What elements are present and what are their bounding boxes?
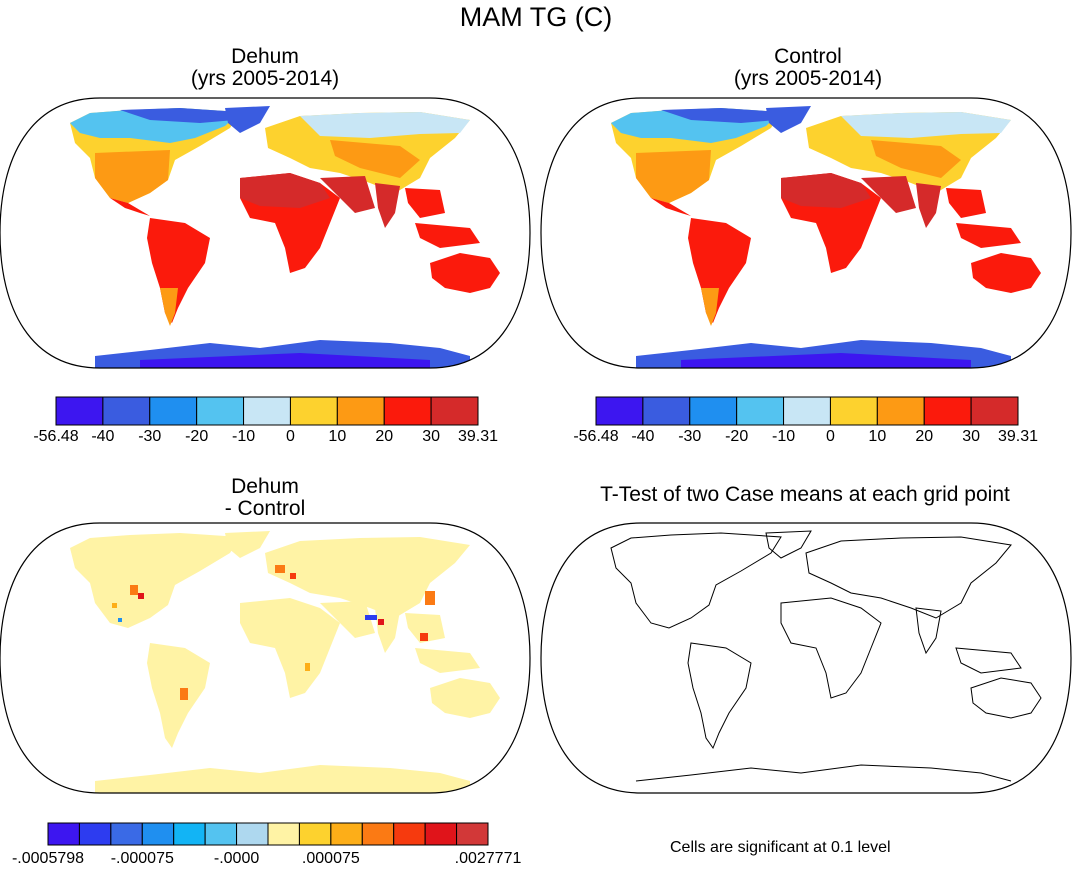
colorbar-tick-label: 10 — [868, 428, 887, 445]
map-ttest-border — [540, 522, 1072, 794]
colorbar-swatch — [424, 822, 458, 846]
colorbar-tick-label: -56.48 — [573, 428, 619, 445]
colorbar-tick-label: -.0000 — [213, 850, 260, 867]
colorbar-swatch — [970, 396, 1019, 426]
significance-note: Cells are significant at 0.1 level — [670, 839, 891, 856]
map-difference-fields — [0, 523, 530, 793]
colorbar-swatch — [430, 396, 479, 426]
panel-title-ttest: T-Test of two Case means at each grid po… — [600, 483, 1010, 506]
colorbar-tick-label: .000075 — [301, 850, 360, 867]
map-ttest — [540, 522, 1072, 794]
colorbar-tick-label: -10 — [771, 428, 796, 445]
panel-title-control-line1: Control — [774, 45, 842, 68]
colorbar-swatch — [298, 822, 332, 846]
colorbar-tick-label: -20 — [185, 428, 209, 445]
colorbar-swatch — [204, 822, 238, 846]
colorbar-tick-label: 39.31 — [457, 428, 499, 445]
colorbar-tick-label: -.0005798 — [11, 850, 85, 867]
colorbar-swatch — [736, 396, 785, 426]
colorbar-swatch — [783, 396, 831, 426]
colorbar-dehum — [55, 396, 479, 426]
colorbar-swatch — [141, 822, 175, 846]
colorbar-swatch — [55, 396, 104, 426]
map-dehum-border — [0, 97, 531, 369]
colorbar-swatch — [47, 822, 80, 846]
colorbar-swatch — [876, 396, 925, 426]
map-difference-border — [0, 522, 531, 794]
colorbar-tick-label: 39.31 — [997, 428, 1039, 445]
map-dehum-fields — [0, 98, 530, 368]
figure-title: MAM TG (C) — [459, 2, 613, 32]
colorbar-swatch — [289, 396, 338, 426]
colorbar-swatch — [383, 396, 432, 426]
colorbar-swatch — [110, 822, 143, 846]
colorbar-swatch — [102, 396, 151, 426]
colorbar-swatch — [393, 822, 426, 846]
map-control-border — [540, 97, 1072, 369]
colorbar-tick-label: -30 — [138, 428, 162, 445]
colorbar-difference — [47, 822, 489, 846]
map-dehum — [0, 97, 531, 369]
colorbar-tick-label: 20 — [915, 428, 934, 445]
colorbar-swatch — [829, 396, 878, 426]
colorbar-tick-label: -.000075 — [110, 850, 174, 867]
colorbar-swatch — [642, 396, 691, 426]
colorbar-tick-label: 30 — [962, 428, 981, 445]
panel-title-control-line2: (yrs 2005-2014) — [733, 67, 883, 90]
colorbar-swatch — [689, 396, 738, 426]
colorbar-swatch — [456, 822, 489, 846]
colorbar-swatch — [243, 396, 291, 426]
colorbar-swatch — [236, 822, 269, 846]
colorbar-tick-label: .0027771 — [454, 850, 522, 867]
colorbar-swatch — [196, 396, 245, 426]
colorbar-swatch — [267, 822, 300, 846]
colorbar-swatch — [595, 396, 644, 426]
colorbar-tick-label: -56.48 — [33, 428, 79, 445]
colorbar-tick-label: -40 — [631, 428, 655, 445]
colorbar-tick-label: -20 — [725, 428, 749, 445]
colorbar-control — [595, 396, 1019, 426]
colorbar-tick-label: -30 — [678, 428, 702, 445]
panel-title-dehum: Dehum (yrs 2005-2014) — [150, 46, 380, 90]
colorbar-tick-label: -10 — [231, 428, 256, 445]
panel-title-difference: Dehum - Control — [150, 476, 380, 520]
colorbar-tick-label: 10 — [328, 428, 347, 445]
colorbar-swatch — [330, 822, 363, 846]
colorbar-swatch — [149, 396, 198, 426]
panel-title-dehum-line2: (yrs 2005-2014) — [190, 67, 340, 90]
colorbar-swatch — [361, 822, 395, 846]
colorbar-swatch — [173, 822, 206, 846]
panel-title-control: Control (yrs 2005-2014) — [693, 46, 923, 90]
colorbar-tick-label: 30 — [422, 428, 441, 445]
map-difference — [0, 522, 531, 794]
map-control-fields — [541, 98, 1071, 368]
panel-title-difference-line2: - Control — [224, 497, 306, 520]
colorbar-swatch — [923, 396, 972, 426]
colorbar-tick-label: 0 — [825, 428, 835, 445]
map-control — [540, 97, 1072, 369]
colorbar-tick-label: 0 — [285, 428, 295, 445]
panel-title-difference-line1: Dehum — [231, 475, 299, 498]
panel-title-dehum-line1: Dehum — [231, 45, 299, 68]
difference-hotspots — [112, 565, 435, 700]
map-ttest-coastlines — [610, 530, 1042, 782]
colorbar-swatch — [78, 822, 112, 846]
colorbar-swatch — [336, 396, 385, 426]
colorbar-tick-label: -40 — [91, 428, 115, 445]
colorbar-tick-label: 20 — [375, 428, 394, 445]
